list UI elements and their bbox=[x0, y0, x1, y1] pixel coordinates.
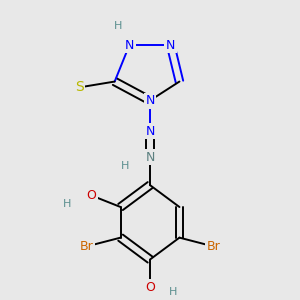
Text: H: H bbox=[113, 21, 122, 31]
Text: N: N bbox=[125, 39, 134, 52]
Text: N: N bbox=[145, 124, 155, 138]
Text: Br: Br bbox=[206, 240, 220, 253]
Text: S: S bbox=[75, 80, 84, 94]
Text: N: N bbox=[145, 151, 155, 164]
Text: Br: Br bbox=[80, 240, 94, 253]
Text: N: N bbox=[166, 39, 175, 52]
Text: N: N bbox=[145, 94, 155, 107]
Text: H: H bbox=[121, 161, 129, 171]
Text: H: H bbox=[63, 199, 72, 209]
Text: O: O bbox=[86, 189, 96, 202]
Text: H: H bbox=[169, 286, 178, 297]
Text: O: O bbox=[145, 281, 155, 294]
